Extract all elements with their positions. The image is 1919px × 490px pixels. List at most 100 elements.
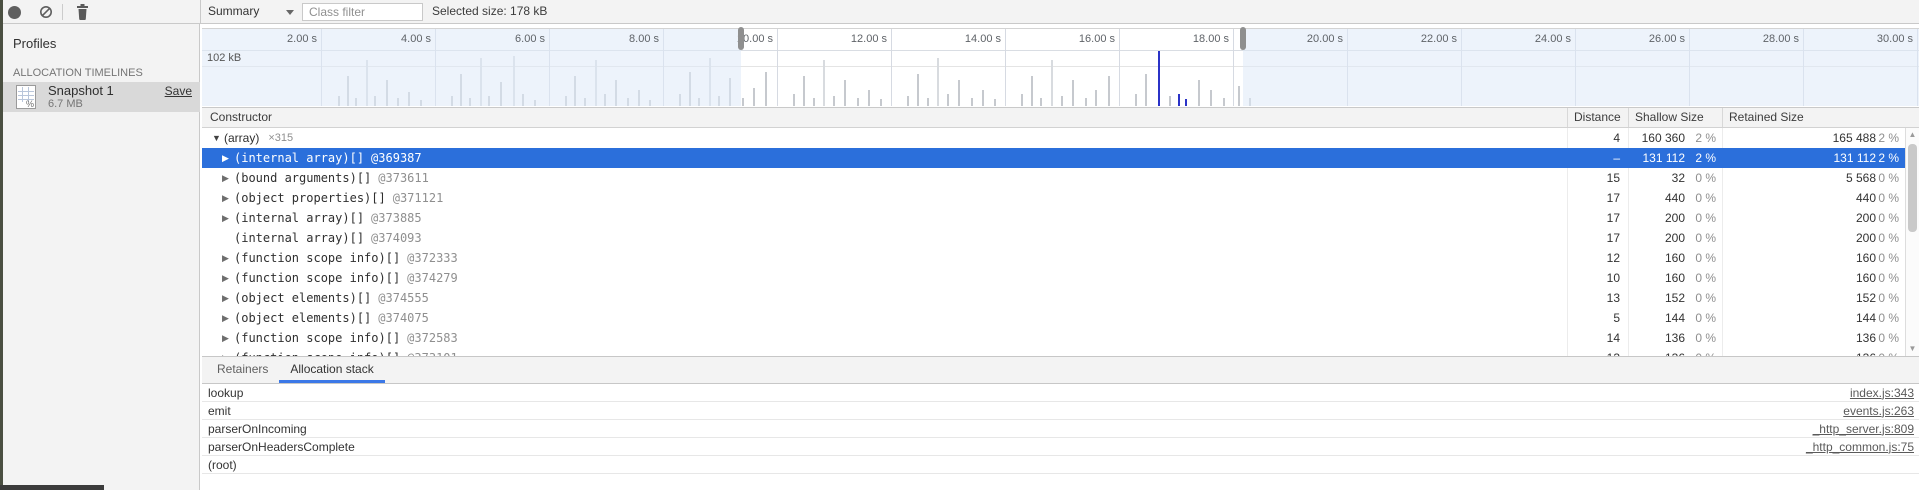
selection-handle-left[interactable] xyxy=(738,27,744,50)
object-id: @369387 xyxy=(371,151,422,165)
table-row[interactable]: ▶ (function scope info)[] @372333 12 160 0 % 1… xyxy=(202,248,1905,268)
expander-open-icon[interactable]: ▼ xyxy=(212,133,221,143)
table-row[interactable]: ▶ (object elements)[] @374075 5 144 0 % 144 0 % xyxy=(202,308,1905,328)
shallow-size-cell: 440 xyxy=(1628,188,1685,208)
constructor-name: (function scope info)[] xyxy=(234,251,401,265)
timeline-dimmed-left xyxy=(202,28,741,106)
expander-closed-icon[interactable]: ▶ xyxy=(222,312,229,323)
grid-scrollbar[interactable]: ▲ ▼ xyxy=(1905,128,1919,356)
column-header-distance[interactable]: Distance xyxy=(1567,108,1628,127)
allocation-bar xyxy=(947,94,949,106)
allocation-bar xyxy=(793,94,795,106)
stack-frame-row[interactable]: parserOnIncoming _http_server.js:809 xyxy=(202,420,1919,438)
distance-cell: – xyxy=(1613,151,1620,165)
expander-closed-icon[interactable]: ▶ xyxy=(222,192,229,203)
table-row[interactable]: ▶ (internal array)[] @373885 17 200 0 % 200 0 % xyxy=(202,208,1905,228)
class-filter-input[interactable] xyxy=(302,3,423,21)
stack-frame-row[interactable]: (root) xyxy=(202,456,1919,474)
object-id: @372583 xyxy=(407,331,458,345)
table-row[interactable]: ▶(function scope info)[]@373101131360 %1… xyxy=(202,348,1905,356)
timeline-gridline xyxy=(1005,28,1006,106)
constructor-cell: ▶ (internal array)[] @369387 xyxy=(202,151,1567,165)
expander-closed-icon[interactable]: ▶ xyxy=(222,172,229,183)
constructor-name: (bound arguments)[] xyxy=(234,171,372,185)
allocation-bar xyxy=(1178,94,1180,106)
table-row[interactable]: ▼ (array) ×315 4 160 360 2 % 165 488 2 % xyxy=(202,128,1905,148)
expander-closed-icon[interactable]: ▶ xyxy=(222,212,229,223)
shallow-size-cell: 152 xyxy=(1628,288,1685,308)
table-row[interactable]: (internal array)[] @374093 17 200 0 % 200 0 % xyxy=(202,228,1905,248)
constructor-name: (array) xyxy=(224,131,260,145)
shallow-size-cell: 136 xyxy=(1628,328,1685,348)
table-row[interactable]: ▶ (object elements)[] @374555 13 152 0 % 152 0 … xyxy=(202,288,1905,308)
tab-allocation-stack[interactable]: Allocation stack xyxy=(279,357,384,383)
expander-closed-icon[interactable]: ▶ xyxy=(222,353,234,357)
constructor-name: (object elements)[] xyxy=(234,291,372,305)
allocation-timeline-overview[interactable]: 102 kB 2.00 s 4.00 s 6.00 s 8.00 s 10.00 s 12… xyxy=(202,24,1919,108)
object-id: @371121 xyxy=(392,191,444,205)
timeline-tick-label: 8.00 s xyxy=(629,33,659,45)
timeline-tick-label: 26.00 s xyxy=(1648,33,1685,45)
panel-divider xyxy=(200,0,201,24)
tab-retainers[interactable]: Retainers xyxy=(217,362,269,376)
table-row[interactable]: ▶ (function scope info)[] @372583 14 136 0 % 1… xyxy=(202,328,1905,348)
distance-cell: 15 xyxy=(1567,168,1628,188)
table-row[interactable]: ▶ (object properties)[] @371121 17 440 0 % 440… xyxy=(202,188,1905,208)
scrollbar-thumb[interactable] xyxy=(1908,144,1917,232)
constructor-name: (internal array)[] xyxy=(234,151,365,165)
expander-closed-icon[interactable]: ▶ xyxy=(222,272,229,283)
allocation-bar xyxy=(844,80,846,106)
table-row[interactable]: ▶ (internal array)[] @369387–131 112 2 % 131… xyxy=(202,148,1905,168)
source-location-link[interactable]: index.js:343 xyxy=(1849,385,1914,400)
stack-frame-row[interactable]: emit events.js:263 xyxy=(202,402,1919,420)
stack-frame-row[interactable]: lookup index.js:343 xyxy=(202,384,1919,402)
selection-handle-right[interactable] xyxy=(1240,27,1246,50)
source-location-link[interactable]: events.js:263 xyxy=(1843,403,1914,418)
table-row[interactable]: ▶ (bound arguments)[] @373611 15 32 0 % 5 568 0… xyxy=(202,168,1905,188)
source-location-link[interactable]: _http_server.js:809 xyxy=(1812,421,1914,436)
column-header-retained-size[interactable]: Retained Size xyxy=(1722,108,1919,127)
expander-closed-icon[interactable]: ▶ xyxy=(222,332,229,343)
allocation-bar xyxy=(1238,86,1240,106)
scrollbar-down-arrow[interactable]: ▼ xyxy=(1908,344,1917,353)
shallow-percent-cell: 0 % xyxy=(1695,191,1716,205)
allocation-bar xyxy=(857,98,859,106)
object-id: @374555 xyxy=(378,291,429,305)
shallow-percent-cell: 2 % xyxy=(1695,151,1716,165)
constructor-cell: ▶ (object elements)[] @374555 xyxy=(202,291,1567,305)
allocation-bar xyxy=(937,58,939,106)
clear-icon[interactable] xyxy=(39,5,53,19)
stack-frame-row[interactable]: parserOnHeadersComplete _http_common.js:7… xyxy=(202,438,1919,456)
timeline-gridline xyxy=(1233,28,1234,106)
retained-size-cell: 136 xyxy=(1722,348,1876,356)
save-link[interactable]: Save xyxy=(164,84,192,98)
function-name: (root) xyxy=(208,457,237,472)
column-header-shallow-size[interactable]: Shallow Size xyxy=(1628,108,1722,127)
expander-closed-icon[interactable]: ▶ xyxy=(222,252,229,263)
sidebar-item-snapshot-1[interactable]: % Snapshot 1 6.7 MB Save xyxy=(0,82,200,112)
constructor-name: (function scope info)[] xyxy=(234,331,401,345)
record-icon[interactable] xyxy=(8,6,21,19)
source-location-link[interactable]: _http_common.js:75 xyxy=(1805,439,1914,454)
expander-closed-icon[interactable]: ▶ xyxy=(222,152,229,163)
table-row[interactable]: ▶ (function scope info)[] @374279 10 160 0 % 1… xyxy=(202,268,1905,288)
shallow-size-cell: 160 360 xyxy=(1628,128,1685,148)
shallow-size-cell: 160 xyxy=(1628,268,1685,288)
allocation-bar xyxy=(1051,60,1053,106)
shallow-percent-cell: 0 % xyxy=(1695,311,1716,325)
retained-size-cell: 5 568 xyxy=(1722,168,1876,188)
expander-closed-icon[interactable]: ▶ xyxy=(222,292,229,303)
window-edge-left xyxy=(0,0,3,490)
object-id: @372333 xyxy=(407,251,458,265)
timeline-tick-label: 28.00 s xyxy=(1762,33,1799,45)
allocation-bar xyxy=(971,98,973,106)
retained-percent-cell: 0 % xyxy=(1878,291,1899,305)
perspective-select[interactable]: Summary xyxy=(208,4,260,18)
scrollbar-up-arrow[interactable]: ▲ xyxy=(1908,130,1917,139)
allocation-bar xyxy=(868,90,870,106)
allocation-bar xyxy=(1169,96,1171,106)
shallow-percent-cell: 0 % xyxy=(1695,331,1716,345)
trash-icon[interactable] xyxy=(76,4,89,20)
column-header-constructor[interactable]: Constructor xyxy=(210,110,273,124)
allocation-bar xyxy=(1185,99,1187,106)
